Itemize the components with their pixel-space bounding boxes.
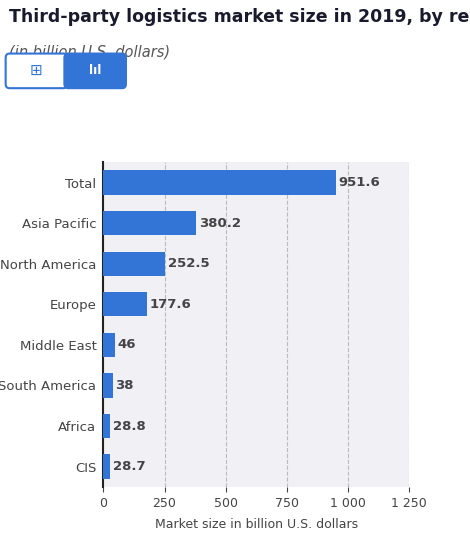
Text: 252.5: 252.5 xyxy=(168,257,209,270)
Bar xyxy=(103,454,110,479)
Bar xyxy=(103,373,113,398)
Text: 28.7: 28.7 xyxy=(113,460,146,473)
Text: 46: 46 xyxy=(117,338,135,352)
Bar xyxy=(103,333,115,357)
Bar xyxy=(103,414,110,438)
Bar xyxy=(103,170,336,195)
Text: 380.2: 380.2 xyxy=(199,216,241,230)
Text: 951.6: 951.6 xyxy=(338,176,380,189)
Bar xyxy=(103,211,196,235)
Text: lıl: lıl xyxy=(89,64,102,77)
Text: Third-party logistics market size in 2019, by region: Third-party logistics market size in 201… xyxy=(9,8,470,26)
Text: 177.6: 177.6 xyxy=(149,298,191,311)
Text: (in billion U.S. dollars): (in billion U.S. dollars) xyxy=(9,44,171,60)
Text: 38: 38 xyxy=(115,379,133,392)
Bar xyxy=(103,252,165,276)
Bar xyxy=(103,292,147,316)
X-axis label: Market size in billion U.S. dollars: Market size in billion U.S. dollars xyxy=(155,518,358,531)
Text: ⊞: ⊞ xyxy=(30,63,43,78)
Text: 28.8: 28.8 xyxy=(113,419,146,433)
